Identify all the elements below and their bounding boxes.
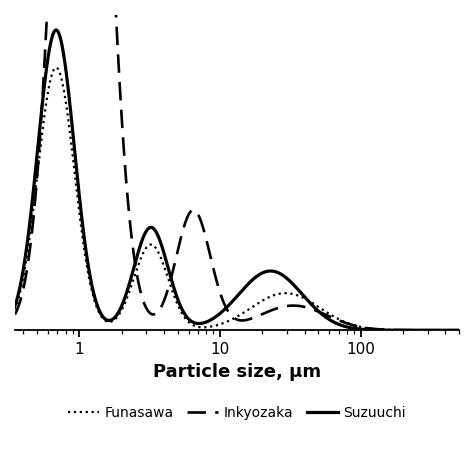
Funasawa: [53, 64, 59, 70]
Funasawa: [443, 328, 449, 333]
Inkyozaka: [443, 328, 449, 333]
Inkyozaka: [223, 305, 229, 311]
Suzuuchi: [443, 328, 449, 333]
Suzuuchi: [456, 328, 462, 333]
Inkyozaka: [456, 328, 462, 333]
Inkyozaka: [3, 323, 9, 328]
Suzuuchi: [26, 229, 32, 235]
Funasawa: [26, 241, 32, 247]
Suzuuchi: [3, 320, 9, 326]
Line: Suzuuchi: Suzuuchi: [6, 30, 459, 330]
Suzuuchi: [443, 328, 449, 333]
Suzuuchi: [223, 305, 229, 310]
X-axis label: Particle size, μm: Particle size, μm: [153, 363, 321, 381]
Funasawa: [211, 323, 217, 329]
Funasawa: [456, 328, 462, 333]
Funasawa: [443, 328, 449, 333]
Funasawa: [223, 319, 229, 325]
Suzuuchi: [360, 327, 365, 332]
Line: Inkyozaka: Inkyozaka: [6, 0, 459, 330]
Suzuuchi: [211, 315, 217, 320]
Inkyozaka: [360, 325, 365, 330]
Inkyozaka: [211, 269, 217, 275]
Suzuuchi: [53, 27, 59, 33]
Funasawa: [360, 325, 365, 330]
Line: Funasawa: Funasawa: [6, 67, 459, 330]
Inkyozaka: [443, 328, 449, 333]
Funasawa: [3, 321, 9, 327]
Legend: Funasawa, Inkyozaka, Suzuuchi: Funasawa, Inkyozaka, Suzuuchi: [63, 400, 411, 425]
Inkyozaka: [26, 255, 32, 261]
